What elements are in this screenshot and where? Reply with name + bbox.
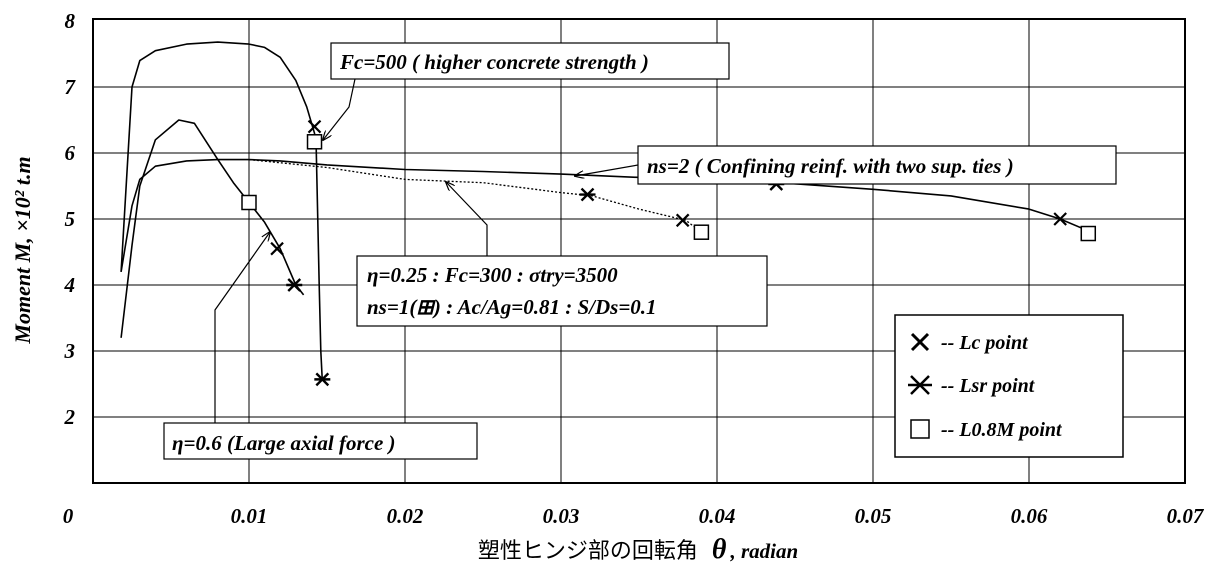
leader-base bbox=[446, 182, 488, 256]
l08m-point-marker bbox=[241, 194, 257, 211]
x-tick-label: 0.01 bbox=[231, 504, 268, 528]
x-axis-title-suffix: , radian bbox=[729, 539, 798, 563]
x-tick-label: 0.06 bbox=[1011, 504, 1048, 528]
series-line-1 bbox=[120, 41, 324, 381]
lc-point-marker bbox=[270, 241, 284, 256]
y-tick-label: 8 bbox=[65, 9, 76, 33]
annotation-ns2-text: ns=2 ( Confining reinf. with two sup. ti… bbox=[647, 154, 1014, 178]
annotation-fc500-text: Fc=500 ( higher concrete strength ) bbox=[339, 50, 649, 74]
annotation-base-box bbox=[356, 255, 768, 327]
tick-labels: 0 0.01 0.02 0.03 0.04 0.05 0.06 0.07 2 3 4 5 6 7 8 bbox=[63, 9, 1205, 528]
annotation-base-line2: ns=1(⊞) : Ac/Ag=0.81 : S/Ds=0.1 bbox=[367, 295, 657, 319]
annotation-eta06: η=0.6 (Large axial force ) bbox=[163, 422, 478, 460]
legend-lsr-label: -- Lsr point bbox=[941, 375, 1036, 397]
x-tick-label: 0.07 bbox=[1167, 504, 1205, 528]
leader-eta06 bbox=[214, 232, 270, 423]
legend-lsr-icon bbox=[908, 375, 932, 395]
annotation-fc500: Fc=500 ( higher concrete strength ) bbox=[330, 42, 730, 80]
annotation-fc500-box bbox=[330, 42, 730, 80]
legend-lc-icon bbox=[910, 332, 930, 352]
x-tick-label: 0.03 bbox=[543, 504, 580, 528]
x-axis-title: 塑性ヒンジ部の回転角 θ , radian bbox=[478, 534, 798, 565]
y-tick-label: 2 bbox=[64, 405, 76, 429]
annotation-eta06-text: η=0.6 (Large axial force ) bbox=[172, 431, 396, 455]
x-tick-label: 0 bbox=[63, 504, 74, 528]
leader-ns2 bbox=[575, 164, 639, 176]
x-tick-label: 0.04 bbox=[699, 504, 736, 528]
series-line-3 bbox=[120, 158, 1092, 272]
y-tick-label: 3 bbox=[64, 339, 76, 363]
x-tick-label: 0.05 bbox=[855, 504, 892, 528]
plot-frame bbox=[92, 18, 1186, 484]
lc-point-marker bbox=[307, 119, 322, 134]
series-line-4 bbox=[248, 158, 702, 233]
lsr-point-marker bbox=[314, 372, 331, 387]
leader-fc500 bbox=[323, 78, 356, 140]
x-axis-title-prefix: 塑性ヒンジ部の回転角 bbox=[478, 538, 698, 563]
x-tick-label: 0.02 bbox=[387, 504, 424, 528]
x-axis-title-symbol: θ bbox=[712, 534, 727, 565]
lsr-point-marker bbox=[286, 278, 303, 292]
y-tick-label: 5 bbox=[65, 207, 76, 231]
legend-l08m-label: -- L0.8M point bbox=[941, 419, 1063, 441]
annotation-leaders bbox=[214, 78, 639, 423]
annotation-ns2-box bbox=[637, 145, 1117, 185]
l08m-point-marker bbox=[1080, 225, 1097, 242]
annotation-ns2: ns=2 ( Confining reinf. with two sup. ti… bbox=[637, 145, 1117, 185]
annotation-eta06-box bbox=[163, 422, 478, 460]
lc-point-marker bbox=[1053, 212, 1067, 226]
y-axis-title: Moment M, ×10² t.m bbox=[10, 156, 35, 344]
y-tick-label: 6 bbox=[65, 141, 76, 165]
series-group bbox=[120, 41, 1092, 381]
lc-point-marker bbox=[675, 213, 690, 228]
y-tick-label: 7 bbox=[65, 75, 77, 99]
y-tick-label: 4 bbox=[64, 273, 76, 297]
legend: -- Lc point -- Lsr point -- L0.8M point bbox=[894, 314, 1124, 458]
legend-lc-label: -- Lc point bbox=[941, 332, 1029, 354]
legend-box bbox=[894, 314, 1124, 458]
lsr-point-marker bbox=[579, 187, 596, 202]
legend-l08m-icon bbox=[910, 419, 930, 439]
annotation-base: η=0.25 : Fc=300 : σtry=3500 ns=1(⊞) : Ac… bbox=[356, 255, 768, 327]
l08m-point-marker bbox=[306, 134, 323, 150]
l08m-point-marker bbox=[693, 224, 710, 240]
annotation-base-line1: η=0.25 : Fc=300 : σtry=3500 bbox=[367, 263, 618, 287]
